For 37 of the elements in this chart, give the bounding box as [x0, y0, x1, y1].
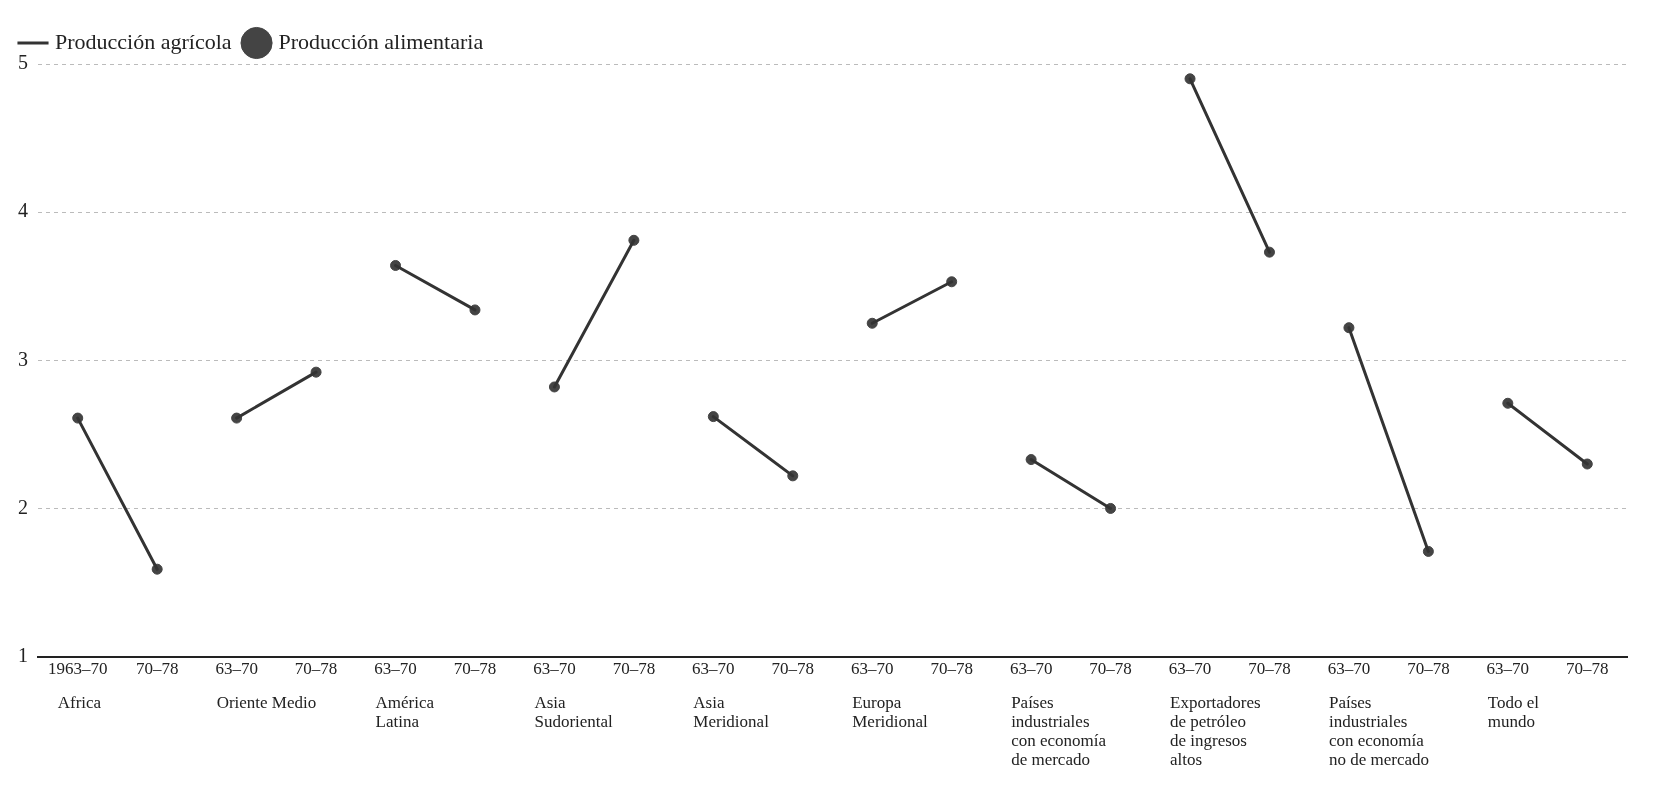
x-tick-label: 70–78 — [771, 659, 815, 679]
legend-label: Producción agrícola — [55, 28, 232, 54]
legend-label: Producción alimentaria — [278, 28, 484, 54]
text: Asia Meridional — [693, 692, 770, 731]
x-tick-label: 70–78 — [1407, 659, 1450, 679]
x-tick-label: 63–70 — [374, 659, 417, 679]
x-tick-label: 63–70 — [1168, 659, 1212, 679]
x-tick-label: 63–70 — [1327, 659, 1371, 679]
y-tick-label: 1 — [18, 643, 28, 666]
text: América Latina — [375, 692, 435, 731]
y-tick-label: 4 — [18, 199, 28, 222]
x-tick-label: 70–78 — [453, 659, 497, 679]
text: Países industriales con economía no de mercado — [1328, 692, 1429, 769]
x-tick-label: 70–78 — [930, 659, 973, 679]
x-tick-label: 63–70 — [850, 659, 894, 679]
x-tick-label: 1963–70 — [47, 659, 108, 679]
text: Todo el mundo — [1487, 692, 1540, 731]
text: Exportadores de petróleo de ingresos altos — [1170, 692, 1261, 769]
text: Oriente Medio — [216, 692, 317, 712]
x-tick-label: 70–78 — [1566, 659, 1609, 679]
y-tick-label: 3 — [18, 347, 28, 370]
x-tick-label: 70–78 — [1248, 659, 1291, 679]
x-tick-label: 63–70 — [692, 659, 735, 679]
text: Africa — [57, 692, 102, 712]
text: Asia Sudoriental — [534, 692, 614, 731]
text: Países industriales con economía de mercado — [1011, 692, 1107, 769]
x-tick-label: 63–70 — [533, 659, 576, 679]
x-tick-label: 63–70 — [215, 659, 258, 679]
y-tick-label: 5 — [18, 51, 28, 74]
y-tick-label: 2 — [18, 495, 28, 518]
x-tick-label: 70–78 — [1089, 659, 1132, 679]
text: Europa Meridional — [852, 692, 929, 731]
x-tick-label: 70–78 — [135, 659, 179, 679]
x-tick-label: 70–78 — [294, 659, 338, 679]
x-tick-label: 70–78 — [612, 659, 656, 679]
x-tick-label: 63–70 — [1009, 659, 1053, 679]
x-tick-label: 63–70 — [1486, 659, 1530, 679]
